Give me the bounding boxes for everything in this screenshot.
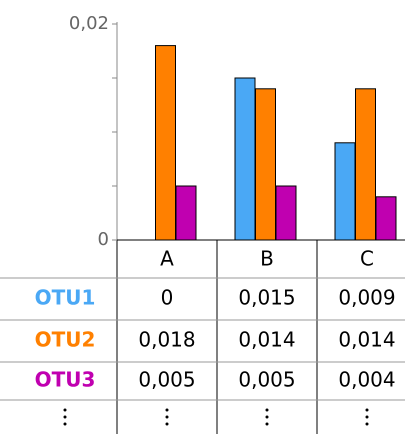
column-header: C (360, 247, 374, 271)
row-header: OTU2 (35, 328, 96, 352)
column-header: A (160, 247, 174, 271)
bar (234, 77, 256, 241)
table-cell: 0,014 (238, 328, 295, 352)
table-cell: 0,005 (138, 368, 195, 392)
table-grid (0, 240, 405, 434)
bar (334, 142, 356, 241)
y-tick-label: 0,02 (69, 13, 109, 34)
table-cell: 0,009 (338, 286, 395, 310)
bar (155, 45, 176, 241)
table-cell: 0,018 (138, 328, 195, 352)
column-header: B (260, 247, 274, 271)
ellipsis-dots (63, 408, 369, 426)
row-header: OTU1 (35, 286, 96, 310)
bar (375, 196, 397, 241)
table-cell: 0,004 (338, 368, 395, 392)
bar (275, 185, 297, 241)
bar (355, 88, 376, 241)
table-cell: 0,015 (238, 286, 295, 310)
table-cell: 0,005 (238, 368, 295, 392)
y-tick-label: 0 (98, 229, 109, 250)
bar (175, 185, 197, 241)
bar (255, 88, 276, 241)
row-header: OTU3 (35, 368, 96, 392)
table-cell: 0 (161, 286, 174, 310)
table-cell: 0,014 (338, 328, 395, 352)
